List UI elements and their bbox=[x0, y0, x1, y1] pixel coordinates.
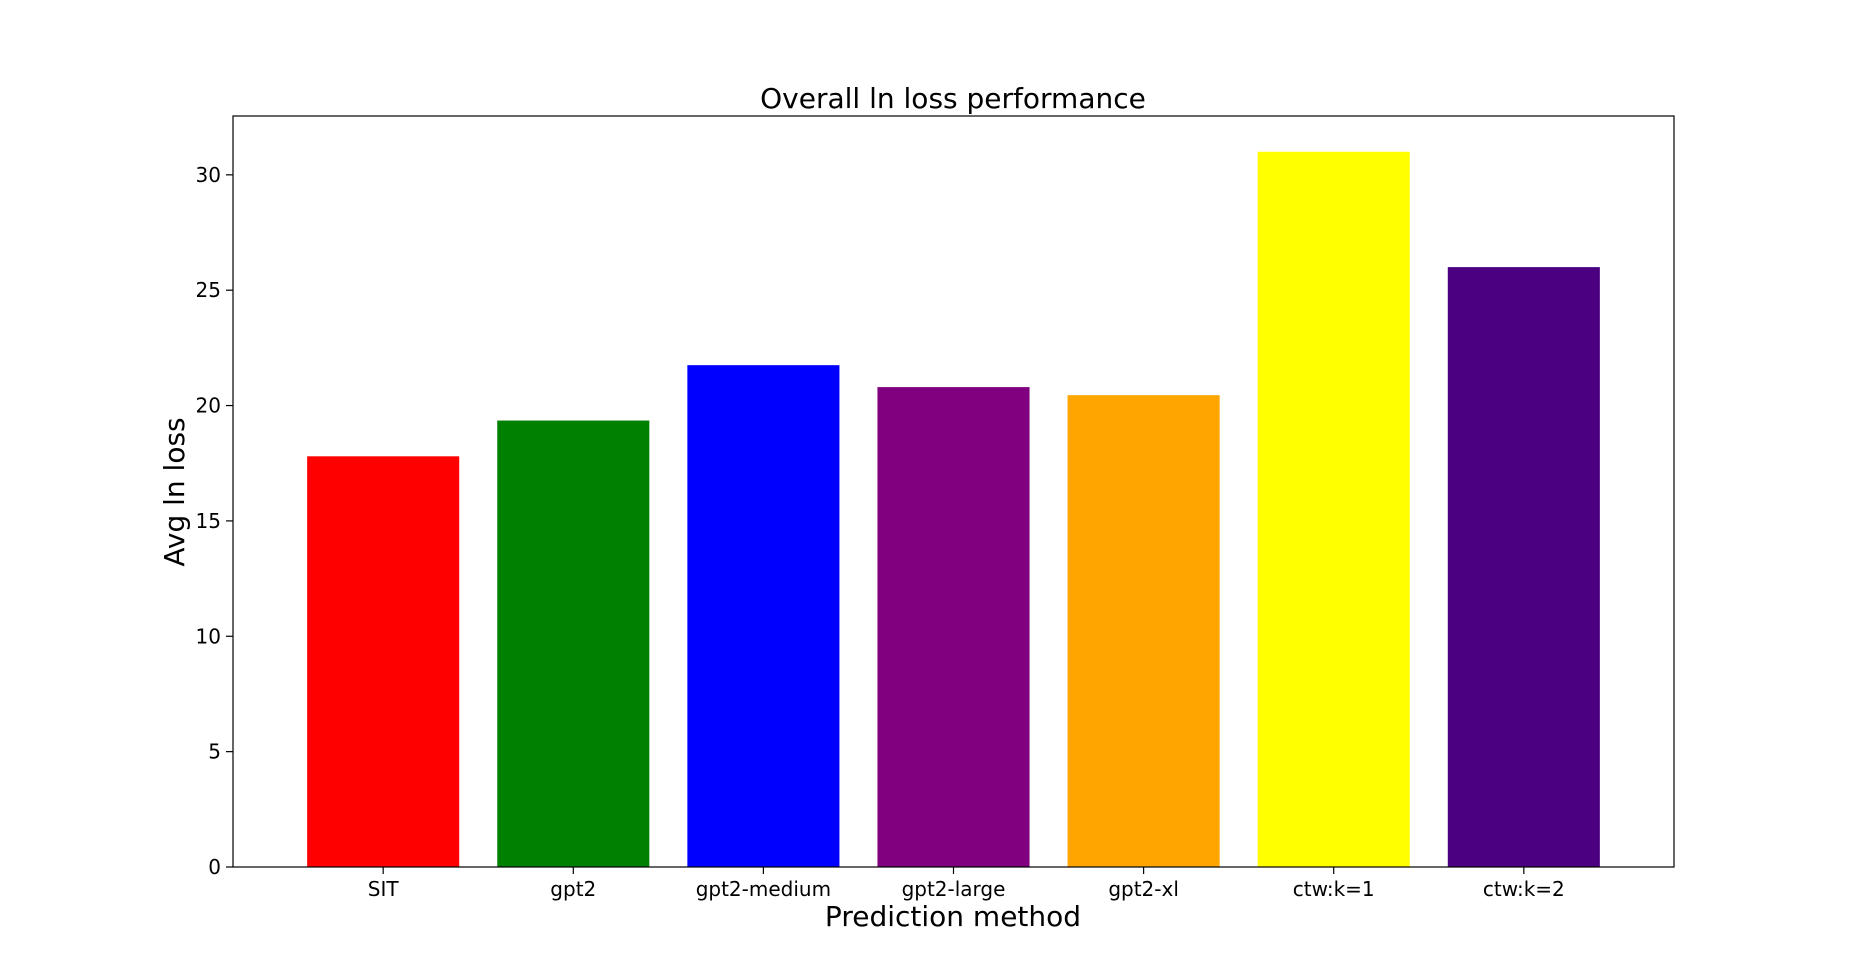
y-tick-label: 20 bbox=[196, 394, 221, 418]
y-tick-label: 25 bbox=[196, 278, 221, 302]
x-tick-label: ctw:k=2 bbox=[1483, 877, 1565, 901]
x-tick-label: gpt2 bbox=[550, 877, 596, 901]
x-axis-label: Prediction method bbox=[825, 900, 1081, 933]
bar-gpt2 bbox=[497, 420, 650, 867]
y-tick-label: 10 bbox=[196, 624, 221, 648]
bar-ctw:k=1 bbox=[1257, 151, 1410, 867]
y-tick-label: 15 bbox=[196, 509, 221, 533]
x-tick-label: SIT bbox=[368, 877, 400, 901]
x-tick-label: ctw:k=1 bbox=[1293, 877, 1375, 901]
x-tick-label: gpt2-xl bbox=[1108, 877, 1179, 901]
y-tick-label: 5 bbox=[208, 740, 221, 764]
x-tick-label: gpt2-medium bbox=[696, 877, 831, 901]
y-tick-label: 0 bbox=[208, 855, 221, 879]
bar-gpt2-large bbox=[877, 387, 1030, 867]
bars-group bbox=[307, 151, 1600, 867]
x-tick-label: gpt2-large bbox=[902, 877, 1006, 901]
y-tick-label: 30 bbox=[196, 163, 221, 187]
chart-title: Overall ln loss performance bbox=[760, 82, 1146, 115]
x-axis-ticks: SIT gpt2 gpt2-medium gpt2-large gpt2-xl ctw:k… bbox=[368, 867, 1565, 901]
bar-gpt2-medium bbox=[687, 365, 840, 867]
y-axis-ticks: 0 5 10 15 20 25 30 bbox=[196, 163, 233, 879]
y-axis-label: Avg ln loss bbox=[158, 417, 191, 566]
bar-SIT bbox=[307, 456, 460, 867]
bar-ctw:k=2 bbox=[1447, 267, 1600, 867]
bar-gpt2-xl bbox=[1067, 395, 1220, 867]
